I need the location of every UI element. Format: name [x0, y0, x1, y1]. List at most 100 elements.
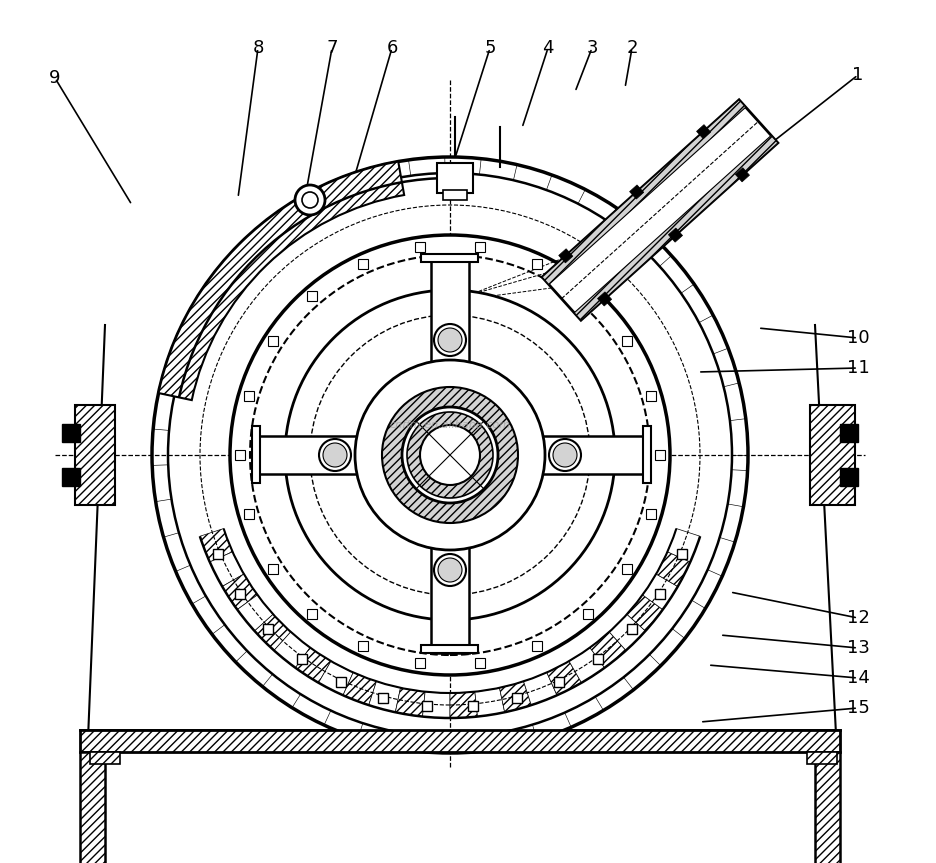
Circle shape	[295, 185, 325, 215]
Text: 13: 13	[845, 639, 869, 657]
Polygon shape	[523, 672, 556, 705]
Polygon shape	[608, 614, 645, 651]
Circle shape	[355, 360, 545, 550]
Bar	[806, 752, 836, 764]
Bar	[646, 509, 656, 520]
Circle shape	[406, 412, 492, 498]
Text: 10: 10	[846, 329, 869, 347]
Bar	[814, 752, 839, 863]
Polygon shape	[369, 682, 400, 712]
Bar	[358, 641, 367, 651]
Bar	[436, 163, 473, 193]
Polygon shape	[667, 228, 681, 243]
Bar	[268, 564, 278, 574]
Bar	[554, 677, 563, 687]
Text: 9: 9	[50, 69, 61, 87]
Bar	[213, 549, 223, 559]
Bar	[376, 426, 385, 483]
Bar	[415, 243, 425, 252]
Polygon shape	[395, 688, 425, 716]
Bar	[654, 589, 665, 599]
Circle shape	[437, 328, 461, 352]
Polygon shape	[199, 528, 232, 562]
Polygon shape	[547, 661, 581, 696]
Polygon shape	[237, 595, 272, 631]
Polygon shape	[626, 595, 662, 631]
Text: cnffm.en.alibaba.com: cnffm.en.alibaba.com	[389, 420, 510, 430]
Circle shape	[548, 439, 580, 471]
Bar	[75, 405, 115, 505]
Bar	[621, 564, 631, 574]
Bar	[676, 549, 686, 559]
Bar	[307, 608, 317, 619]
Bar	[421, 254, 478, 262]
Bar	[80, 730, 839, 752]
Circle shape	[229, 235, 669, 675]
Polygon shape	[255, 614, 290, 651]
Bar	[358, 259, 367, 269]
Text: 11: 11	[846, 359, 869, 377]
Bar	[443, 190, 466, 200]
Text: 6: 6	[386, 39, 397, 57]
Polygon shape	[695, 124, 709, 139]
Bar	[415, 658, 425, 668]
Bar	[475, 658, 484, 668]
Bar	[582, 292, 592, 301]
Bar	[582, 608, 592, 619]
Bar	[422, 701, 431, 711]
Bar	[234, 589, 244, 599]
Polygon shape	[655, 551, 690, 587]
Bar	[475, 243, 484, 252]
Bar	[518, 436, 648, 474]
Text: 5: 5	[484, 39, 495, 57]
Bar	[235, 450, 244, 460]
Polygon shape	[449, 692, 477, 718]
Text: 15: 15	[845, 699, 869, 717]
Bar	[839, 468, 857, 486]
Bar	[518, 426, 525, 483]
Text: 3: 3	[586, 39, 597, 57]
Circle shape	[382, 387, 518, 523]
Circle shape	[285, 290, 614, 620]
Bar	[90, 752, 120, 764]
Bar	[252, 436, 382, 474]
Circle shape	[552, 443, 577, 467]
Polygon shape	[273, 632, 310, 668]
Polygon shape	[210, 551, 243, 587]
Polygon shape	[499, 682, 531, 712]
Circle shape	[433, 324, 465, 356]
Polygon shape	[422, 692, 449, 718]
Circle shape	[419, 425, 479, 485]
Bar	[646, 391, 656, 400]
Bar	[431, 523, 469, 653]
Polygon shape	[222, 574, 257, 609]
Polygon shape	[735, 167, 749, 182]
Bar	[592, 654, 603, 664]
Bar	[626, 624, 636, 634]
Bar	[263, 624, 272, 634]
Text: 1: 1	[852, 66, 863, 84]
Text: 7: 7	[326, 39, 337, 57]
Circle shape	[318, 439, 351, 471]
Text: 12: 12	[845, 609, 869, 627]
Bar	[467, 701, 477, 711]
Bar	[532, 641, 542, 651]
Bar	[80, 752, 105, 863]
Circle shape	[433, 554, 465, 586]
Polygon shape	[568, 647, 604, 683]
Polygon shape	[558, 249, 572, 263]
Text: 2: 2	[625, 39, 637, 57]
Polygon shape	[642, 574, 677, 609]
Bar	[431, 257, 469, 387]
Bar	[642, 426, 651, 483]
Polygon shape	[318, 661, 353, 696]
Polygon shape	[542, 100, 745, 285]
Bar	[297, 654, 307, 664]
Circle shape	[152, 157, 747, 753]
Bar	[243, 391, 254, 400]
Bar	[268, 337, 278, 346]
Polygon shape	[475, 688, 505, 716]
Bar	[421, 379, 478, 387]
Polygon shape	[542, 100, 777, 320]
Bar	[421, 645, 478, 653]
